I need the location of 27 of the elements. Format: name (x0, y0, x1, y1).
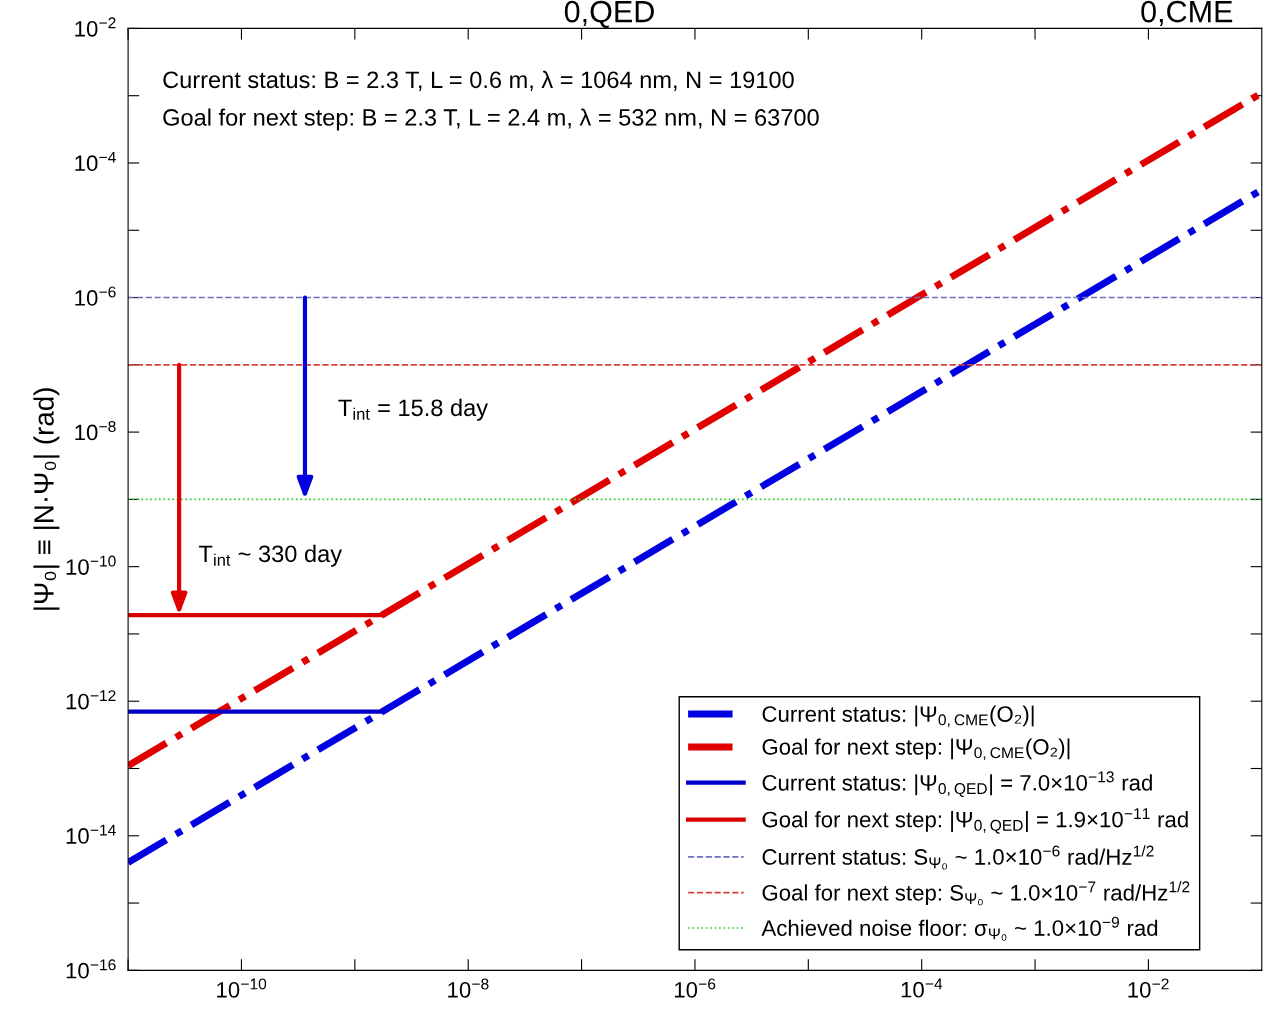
y-tick-label: 10$^{−10}$ (66, 555, 116, 575)
x-tick-label: 10$^{−8}$ (448, 978, 489, 998)
legend-label: Goal for next step: |Ψ$_{0,CME}$(O₂)| (762, 738, 1070, 761)
text: 0,CME (1141, 0, 1233, 27)
x-tick-label: 10$^{−10}$ (217, 978, 267, 998)
x-tick-label: 10$^{−2}$ (1128, 978, 1169, 998)
annotation: T$_{int}$ = 15.8 day (338, 398, 488, 421)
y-tick-label: 10$^{−16}$ (66, 959, 116, 979)
y-tick-label: 10$^{−14}$ (66, 824, 116, 844)
y-tick-label: 10$^{−8}$ (75, 421, 116, 441)
annotation: Goal for next step: B = 2.3 T, L = 2.4 m, λ = 532 nm, N = 63700 (163, 108, 819, 131)
y-tick-label: 10$^{−12}$ (66, 690, 116, 710)
legend-label: Current status: |Ψ$_{0,QED}$| = 7.0×10$^{−13}$ rad (762, 771, 1152, 797)
legend-label: Achieved noise floor: σ$_{Ψ₀}$ ~ 1.0×10$^{−9}$ rad (761, 916, 1158, 941)
y-tick-label: 10$^{−6}$ (75, 286, 116, 306)
x-tick-label: 10$^{−6}$ (674, 978, 716, 998)
y-axis-title: |Ψ₀| ≡ |N·Ψ₀| (rad) (33, 388, 60, 610)
legend-label: Current status: |Ψ$_{0,CME}$(O₂)| (762, 705, 1034, 728)
text: 0,QED (564, 0, 654, 28)
y-tick-label: 10$^{−2}$ (75, 17, 116, 37)
annotation: Current status: B = 2.3 T, L = 0.6 m, λ = 1064 nm, N = 19100 (163, 70, 794, 91)
legend-label: Goal for next step: |Ψ$_{0,QED}$| = 1.9×10$^{−11}$ rad (762, 808, 1188, 834)
y-tick-label: 10$^{−4}$ (75, 151, 116, 172)
legend-label: Goal for next step: S$_{Ψ₀}$ ~ 1.0×10$^{−7}$ rad/Hz$^{1/2}$ (762, 880, 1190, 906)
legend-label: Current status: S$_{Ψ₀}$ ~ 1.0×10$^{−6}$ rad/Hz$^{1/2}$ (762, 845, 1154, 870)
annotation: T$_{int}$ ~ 330 day (198, 544, 342, 567)
x-tick-label: 10$^{−4}$ (901, 978, 943, 998)
